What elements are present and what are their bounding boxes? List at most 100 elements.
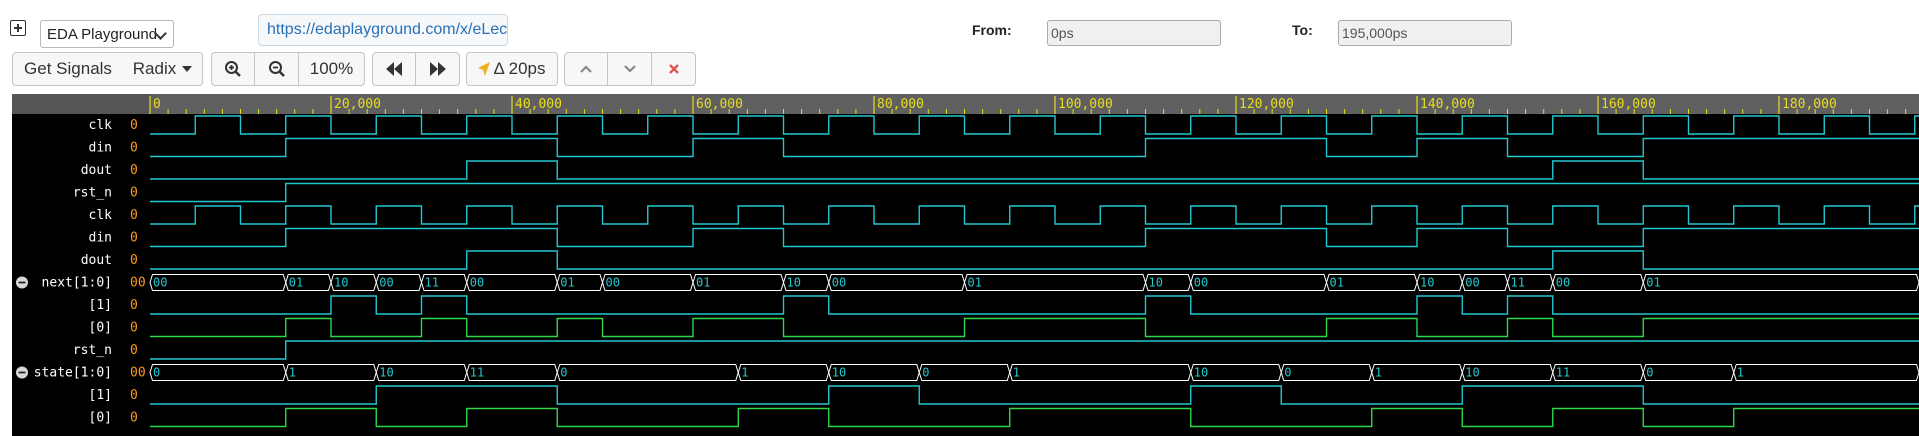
signal-value: 0 xyxy=(130,118,138,133)
bus-value: 0 xyxy=(1284,366,1291,380)
rewind-button[interactable] xyxy=(372,52,416,86)
from-input[interactable]: 0ps xyxy=(1047,20,1221,46)
get-signals-label: Get Signals xyxy=(24,59,112,78)
to-input[interactable]: 195,000ps xyxy=(1338,20,1512,46)
signal-trace xyxy=(150,160,1919,180)
signal-value: 0 xyxy=(130,343,138,358)
ruler-tick-label: 180,000 xyxy=(1782,97,1837,112)
bus-value: 0 xyxy=(560,366,567,380)
signal-name: state[1:0] xyxy=(34,366,112,381)
signal-value: 0 xyxy=(130,141,138,156)
signal-trace xyxy=(150,317,1919,338)
signal-name: [1] xyxy=(89,298,112,313)
bus-value: 0 xyxy=(922,366,929,380)
bus-value: 1 xyxy=(741,366,748,380)
signal-name: dout xyxy=(81,163,112,178)
signal-trace xyxy=(150,250,1919,270)
signal-trace xyxy=(150,340,1919,360)
fast-forward-icon xyxy=(429,62,446,76)
bus-value: 01 xyxy=(289,276,303,290)
signal-name: clk xyxy=(89,208,113,223)
signal-value: 0 xyxy=(130,163,138,178)
bus-value: 0 xyxy=(153,366,160,380)
bus-segment xyxy=(1642,274,1919,291)
bus-value: 11 xyxy=(1511,276,1525,290)
zoom-in-button[interactable] xyxy=(211,52,255,86)
waveform-viewer[interactable]: 0 20,000 40,000 60,000 80,000 100,000 120,000 1… xyxy=(12,94,1919,436)
radix-label: Radix xyxy=(132,59,177,78)
bus-value: 10 xyxy=(1420,276,1434,290)
ruler-tick-label: 40,000 xyxy=(515,97,562,112)
signal-value: 0 xyxy=(130,298,138,313)
playground-select[interactable]: EDA Playground xyxy=(40,20,174,48)
signal-value: 0 xyxy=(130,186,138,201)
bus-value: 1 xyxy=(1013,366,1020,380)
ruler-ticks: 0 20,000 40,000 60,000 80,000 100,000 120,000 1… xyxy=(149,96,1907,114)
bus-value: 00 xyxy=(470,276,484,290)
signal-trace xyxy=(150,385,1919,405)
zoom-level-button[interactable]: 100% xyxy=(299,52,365,86)
add-panel-icon[interactable] xyxy=(10,20,26,36)
zoom-in-icon xyxy=(225,61,241,77)
ruler-tick-label: 120,000 xyxy=(1239,97,1294,112)
signal-traces: 00 01 10 00 11 00 01 00 01 10 00 01 10 00 01 10 00 11 00 01… xyxy=(149,115,1919,428)
bus-value: 01 xyxy=(696,276,710,290)
signal-value: 0 xyxy=(130,253,138,268)
signal-value: 0 xyxy=(130,411,138,426)
zoom-out-button[interactable] xyxy=(255,52,299,86)
waveform-background xyxy=(12,94,1919,436)
signal-name: rst_n xyxy=(73,343,112,358)
to-label: To: xyxy=(1292,22,1313,38)
cursor-arrow-icon xyxy=(478,62,491,76)
prev-edge-button[interactable] xyxy=(564,52,608,86)
signal-name: clk xyxy=(89,118,113,133)
ruler-tick-label: 20,000 xyxy=(334,97,381,112)
bus-value: 1 xyxy=(1375,366,1382,380)
signal-name: [0] xyxy=(89,411,112,426)
bus-value: 00 xyxy=(832,276,846,290)
next-edge-button[interactable] xyxy=(608,52,652,86)
bus-value: 00 xyxy=(1556,276,1570,290)
get-signals-button[interactable]: Get Signals xyxy=(12,52,124,86)
bus-value: 1 xyxy=(289,366,296,380)
signal-trace xyxy=(150,227,1919,248)
close-icon xyxy=(668,64,679,74)
timeline-ruler xyxy=(150,94,1919,114)
signal-name: [0] xyxy=(89,321,112,336)
radix-button[interactable]: Radix xyxy=(123,52,203,86)
bus-value: 10 xyxy=(1465,366,1479,380)
bus-value: 1 xyxy=(1737,366,1744,380)
bus-value: 10 xyxy=(832,366,846,380)
bus-value: 00 xyxy=(1465,276,1479,290)
bus-value: 00 xyxy=(606,276,620,290)
ruler-tick-label: 60,000 xyxy=(696,97,743,112)
delta-time-button[interactable]: Δ 20ps xyxy=(466,52,558,86)
ruler-tick-label: 100,000 xyxy=(1058,97,1113,112)
bus-value: 01 xyxy=(1646,276,1660,290)
signal-name: rst_n xyxy=(73,186,112,201)
ruler-tick-label: 140,000 xyxy=(1420,97,1475,112)
signal-trace xyxy=(150,115,1919,135)
signal-trace xyxy=(150,205,1919,225)
playground-select-value: EDA Playground xyxy=(47,26,158,43)
signal-value: 0 xyxy=(130,231,138,246)
bus-value: 11 xyxy=(425,276,439,290)
remove-signal-button[interactable] xyxy=(652,52,696,86)
fast-forward-button[interactable] xyxy=(416,52,460,86)
signal-name: [1] xyxy=(89,388,112,403)
chevron-down-icon xyxy=(623,65,636,73)
bus-segment xyxy=(1733,364,1919,381)
chevron-up-icon xyxy=(580,65,592,73)
caret-down-icon xyxy=(182,66,193,72)
signal-value: 0 xyxy=(130,388,138,403)
bus-value: 11 xyxy=(1556,366,1570,380)
bus-value: 10 xyxy=(1149,276,1163,290)
bus-value: 00 xyxy=(153,276,167,290)
url-field[interactable]: https://edaplayground.com/x/eLec xyxy=(258,14,508,46)
ruler-tick-label: 160,000 xyxy=(1601,97,1656,112)
bus-value: 01 xyxy=(1330,276,1344,290)
bus-value: 10 xyxy=(1194,366,1208,380)
signal-value: 00 xyxy=(130,276,146,291)
bus-value: 11 xyxy=(470,366,484,380)
signal-name: dout xyxy=(81,253,112,268)
